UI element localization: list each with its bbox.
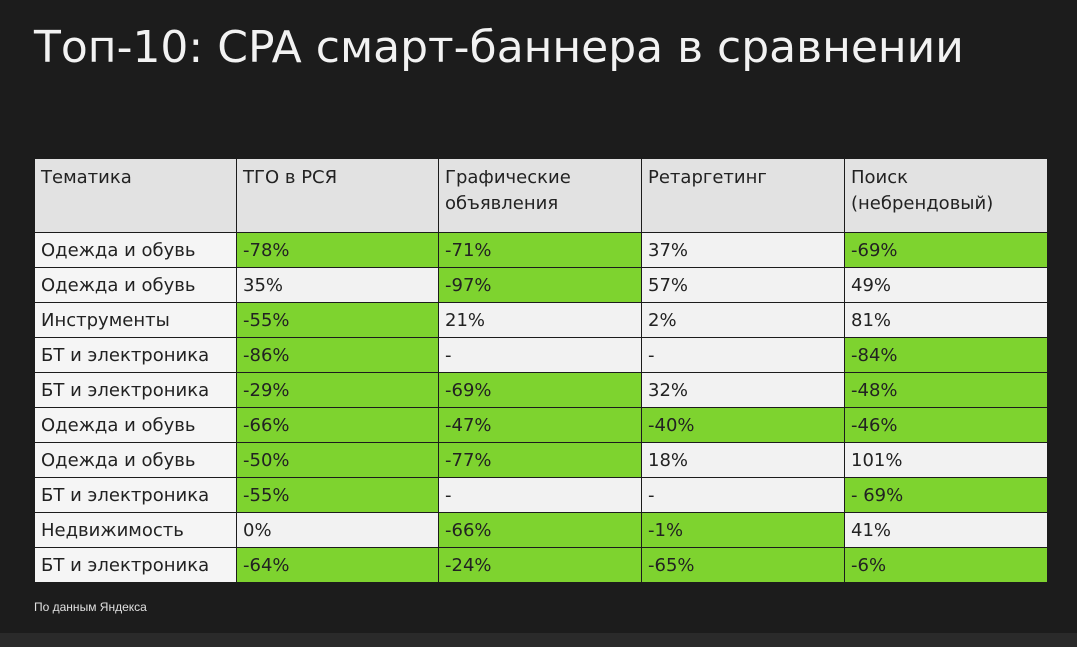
page-title: Топ-10: CPA смарт-баннера в сравнении [34,22,964,73]
table-row: БТ и электроника -29% -69% 32% -48% [34,372,1048,408]
table-row: Недвижимость 0% -66% -1% 41% [34,512,1048,548]
graphic-ads-cell: - [438,477,642,513]
retargeting-cell: 37% [641,232,845,268]
topic-cell: БТ и электроника [34,477,237,513]
retargeting-cell: 32% [641,372,845,408]
topic-cell: БТ и электроника [34,337,237,373]
tgo-rsya-cell: -29% [236,372,439,408]
column-header-tgo-rsya: ТГО в РСЯ [236,158,439,233]
search-cell: 101% [844,442,1048,478]
topic-cell: Инструменты [34,302,237,338]
topic-cell: Одежда и обувь [34,267,237,303]
bottom-bar [0,633,1077,647]
graphic-ads-cell: -97% [438,267,642,303]
retargeting-cell: 57% [641,267,845,303]
table-body: Одежда и обувь -78% -71% 37% -69% Одежда и об… [34,232,1048,583]
column-header-graphic-ads: Графические объявления [438,158,642,233]
tgo-rsya-cell: 0% [236,512,439,548]
search-cell: -69% [844,232,1048,268]
topic-cell: БТ и электроника [34,547,237,583]
search-cell: -6% [844,547,1048,583]
table-row: Одежда и обувь -78% -71% 37% -69% [34,232,1048,268]
search-cell: - 69% [844,477,1048,513]
table-header-row: Тематика ТГО в РСЯ Графические объявлени… [34,158,1048,233]
graphic-ads-cell: 21% [438,302,642,338]
search-cell: -48% [844,372,1048,408]
tgo-rsya-cell: -86% [236,337,439,373]
search-cell: -84% [844,337,1048,373]
topic-cell: Недвижимость [34,512,237,548]
retargeting-cell: -40% [641,407,845,443]
retargeting-cell: -1% [641,512,845,548]
table-row: Инструменты -55% 21% 2% 81% [34,302,1048,338]
tgo-rsya-cell: -78% [236,232,439,268]
search-cell: 41% [844,512,1048,548]
graphic-ads-cell: -69% [438,372,642,408]
table-row: Одежда и обувь -50% -77% 18% 101% [34,442,1048,478]
table-row: БТ и электроника -55% - - - 69% [34,477,1048,513]
retargeting-cell: - [641,337,845,373]
search-cell: -46% [844,407,1048,443]
tgo-rsya-cell: 35% [236,267,439,303]
topic-cell: Одежда и обувь [34,407,237,443]
retargeting-cell: -65% [641,547,845,583]
search-cell: 49% [844,267,1048,303]
retargeting-cell: 2% [641,302,845,338]
graphic-ads-cell: - [438,337,642,373]
graphic-ads-cell: -47% [438,407,642,443]
graphic-ads-cell: -66% [438,512,642,548]
tgo-rsya-cell: -50% [236,442,439,478]
table-row: Одежда и обувь -66% -47% -40% -46% [34,407,1048,443]
cpa-comparison-table: Тематика ТГО в РСЯ Графические объявлени… [34,158,1048,583]
tgo-rsya-cell: -64% [236,547,439,583]
table-row: Одежда и обувь 35% -97% 57% 49% [34,267,1048,303]
graphic-ads-cell: -77% [438,442,642,478]
column-header-retargeting: Ретаргетинг [641,158,845,233]
search-cell: 81% [844,302,1048,338]
topic-cell: Одежда и обувь [34,442,237,478]
tgo-rsya-cell: -55% [236,302,439,338]
tgo-rsya-cell: -66% [236,407,439,443]
retargeting-cell: - [641,477,845,513]
table-row: БТ и электроника -86% - - -84% [34,337,1048,373]
table-row: БТ и электроника -64% -24% -65% -6% [34,547,1048,583]
retargeting-cell: 18% [641,442,845,478]
graphic-ads-cell: -71% [438,232,642,268]
column-header-topic: Тематика [34,158,237,233]
graphic-ads-cell: -24% [438,547,642,583]
topic-cell: Одежда и обувь [34,232,237,268]
tgo-rsya-cell: -55% [236,477,439,513]
column-header-search: Поиск (небрендовый) [844,158,1048,233]
source-footnote: По данным Яндекса [34,600,147,614]
topic-cell: БТ и электроника [34,372,237,408]
